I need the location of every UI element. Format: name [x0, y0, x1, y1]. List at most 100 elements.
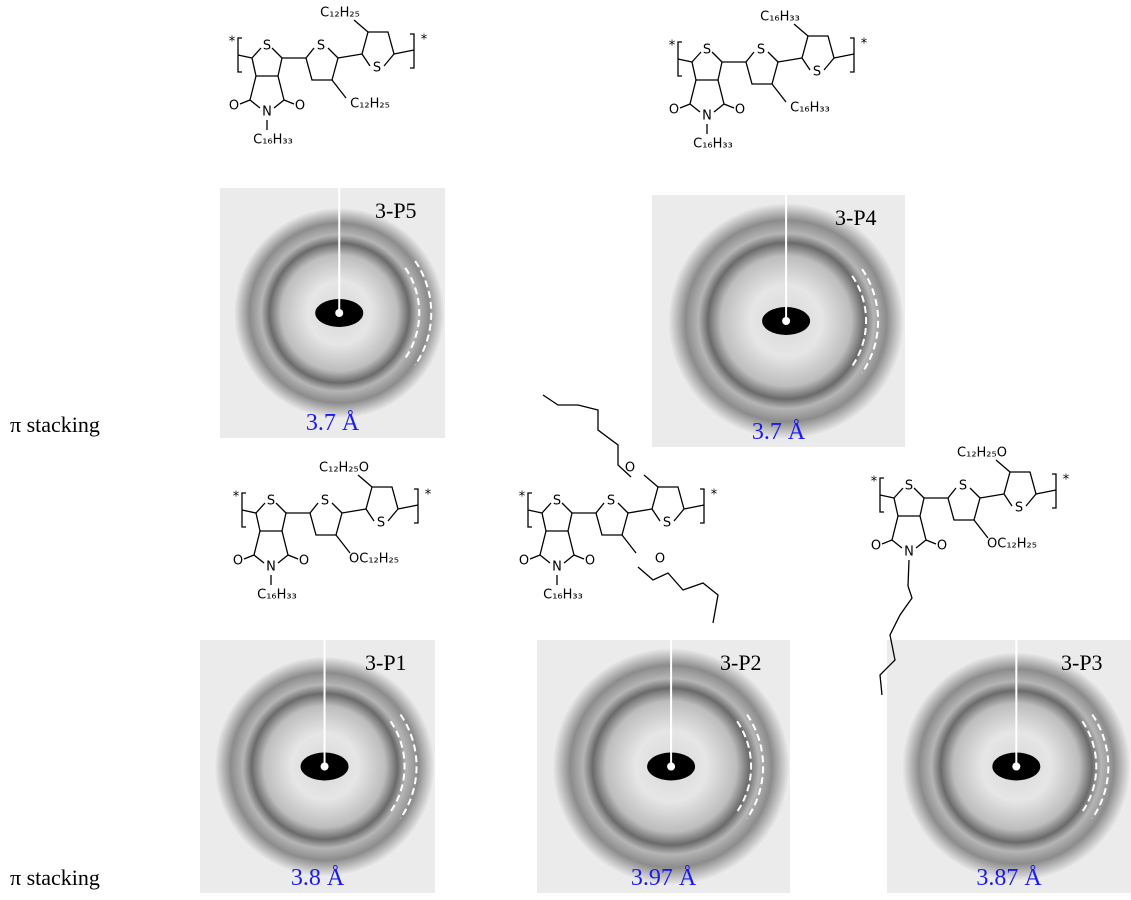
stacking-distance: 3.7 Å [752, 419, 806, 445]
substituent: C₁₆H₃₃ [253, 133, 293, 148]
atom-label: N [702, 109, 712, 124]
bond [680, 104, 690, 108]
bond [242, 510, 256, 513]
row-label: π stacking [10, 412, 100, 437]
diffraction-image: 3-P3 3.87 Å [887, 640, 1131, 893]
bond [926, 540, 936, 544]
polymer-name: 3-P1 [365, 650, 407, 675]
bond [354, 20, 368, 32]
atom-label: * [711, 488, 718, 503]
polymer-name: 3-P3 [1061, 650, 1103, 675]
bond [996, 460, 1010, 472]
bond [974, 520, 988, 538]
atom-label: S [317, 39, 325, 54]
substituent: C₁₆H₃₃ [543, 588, 583, 603]
atom-label: O [871, 539, 881, 554]
substituent: C₁₆H₃₃ [790, 101, 830, 116]
polymer-name: 3-P5 [375, 198, 417, 223]
bond [540, 531, 550, 563]
atom-label: S [703, 43, 711, 58]
polymer-name: 3-P4 [835, 205, 877, 230]
atom-label: * [229, 35, 236, 50]
bond [240, 100, 250, 104]
atom-label: O [937, 539, 947, 554]
atom-label: N [262, 105, 272, 120]
atom-label: * [871, 475, 878, 490]
atom-label: S [959, 479, 967, 494]
bond [892, 516, 902, 548]
bond [980, 494, 1004, 498]
bond [274, 76, 284, 108]
bond [772, 84, 786, 102]
bond [834, 54, 854, 58]
atom-label: N [552, 560, 562, 575]
bond [284, 100, 294, 104]
atom-label: * [519, 490, 526, 505]
bond [794, 24, 808, 36]
atom-label: * [861, 37, 868, 52]
chemical-structure: *SONOSS*C₁₆H₃₃C₁₆H₃₃C₁₆H₃₃ [669, 10, 868, 152]
atom-label: O [229, 99, 239, 114]
atom-label: O [669, 103, 679, 118]
atom-label: * [669, 39, 676, 54]
atom-label: S [553, 494, 561, 509]
row-label: π stacking [10, 865, 100, 890]
bond [338, 54, 362, 58]
bond [244, 555, 254, 559]
bond [916, 516, 926, 548]
atom-label: S [373, 61, 381, 76]
bond [882, 540, 892, 544]
atom-label: S [757, 43, 765, 58]
chemical-structure: *SONOSS*C₁₆H₃₃C₁₂H₂₅C₁₂H₂₅ [229, 6, 428, 148]
substituent: OC₁₂H₂₅ [349, 552, 399, 567]
atom-label: N [266, 560, 276, 575]
atom-label: S [263, 39, 271, 54]
diffraction-image: 3-P1 3.8 Å [200, 640, 435, 893]
atom-label: N [904, 545, 914, 560]
stacking-distance: 3.7 Å [306, 410, 360, 436]
atom-label: O [299, 554, 309, 569]
bond [336, 535, 350, 553]
atom-label: * [421, 33, 428, 48]
stacking-distance: 3.87 Å [976, 865, 1042, 891]
stacking-distance: 3.97 Å [631, 865, 697, 891]
bond [690, 80, 700, 112]
bond [254, 531, 264, 563]
atom-label: O [295, 99, 305, 114]
diffraction-image: 3-P4 3.7 Å [652, 195, 905, 447]
substituent: C₁₆H₃₃ [257, 588, 297, 603]
bond [1036, 490, 1056, 494]
atom-label: S [321, 494, 329, 509]
bond [394, 50, 414, 54]
substituent: C₁₂H₂₅O [957, 446, 1007, 461]
bond [622, 535, 636, 553]
substituent: C₁₂H₂₅O [319, 461, 369, 476]
atom-label: * [425, 488, 432, 503]
bond [358, 475, 372, 487]
substituent: C₁₆H₃₃ [693, 137, 733, 152]
bond [543, 395, 631, 477]
bond [684, 505, 704, 509]
atom-label: S [663, 516, 671, 531]
diffraction-image: 3-P5 3.7 Å [220, 188, 445, 438]
substituent: C₁₆H₃₃ [760, 10, 800, 25]
bond [628, 509, 652, 513]
figure: π stacking π stacking 3-P5 3.7 Å * S O N O S S * C… [0, 0, 1131, 900]
atom-label: S [607, 494, 615, 509]
bond [880, 495, 894, 498]
atom-label: O [233, 554, 243, 569]
bond [278, 531, 288, 563]
bond [778, 58, 802, 62]
diffraction-image: 3-P23.97 Å [537, 640, 790, 893]
substituent: C₁₂H₂₅ [350, 97, 390, 112]
bond [238, 55, 252, 58]
atom-label: O [519, 554, 529, 569]
atom-label: S [905, 479, 913, 494]
atom-label: O [735, 103, 745, 118]
stacking-distance: 3.8 Å [291, 865, 345, 891]
atom-label: S [1015, 501, 1023, 516]
bond [530, 555, 540, 559]
atom-label: O [585, 554, 595, 569]
bond [342, 509, 366, 513]
